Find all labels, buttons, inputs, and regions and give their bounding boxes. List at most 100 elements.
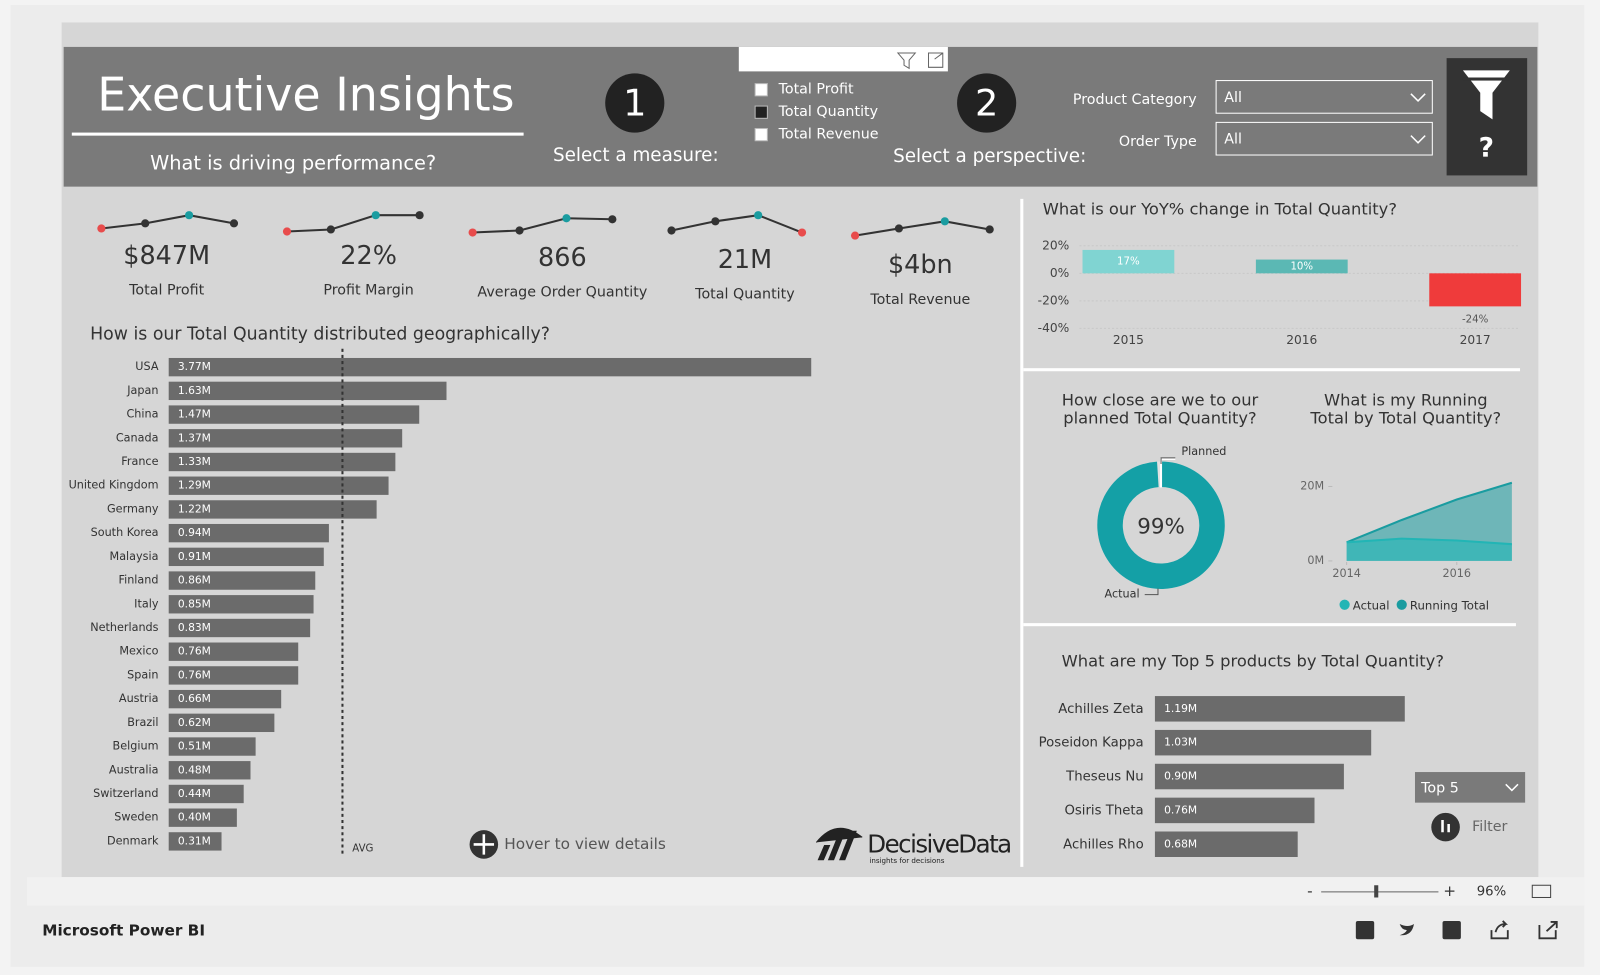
separator xyxy=(1023,368,1521,372)
line xyxy=(1346,537,1512,546)
bar-value-label: 0.62M xyxy=(178,716,211,729)
y-tick-label: 20% xyxy=(1042,238,1069,252)
average-label: AVG xyxy=(352,844,373,855)
kpi-value: 21M xyxy=(718,245,772,275)
running-title: Total by Total Quantity? xyxy=(1309,409,1501,428)
category-label: Australia xyxy=(109,763,159,776)
bar-value-label: 0.44M xyxy=(178,787,211,800)
x-tick-label: 2016 xyxy=(1443,567,1472,580)
bar xyxy=(168,737,256,756)
category-label: France xyxy=(121,455,158,468)
bar xyxy=(168,618,311,638)
sparkline-dot xyxy=(371,211,380,220)
category-label: Switzerland xyxy=(93,787,158,800)
chevron xyxy=(1410,135,1426,144)
measure-option[interactable]: Total Revenue xyxy=(778,127,879,143)
bar-value-label: 0.94M xyxy=(178,526,211,539)
bar xyxy=(1154,763,1344,790)
y-tick-label: -40% xyxy=(1038,321,1070,335)
x-tick-label: 2015 xyxy=(1113,333,1144,347)
bar xyxy=(168,476,389,495)
category-label: Theseus Nu xyxy=(1065,770,1144,785)
bar-value-label: 17% xyxy=(1117,257,1140,268)
sparkline-dot xyxy=(229,219,239,228)
zoom-out[interactable]: - xyxy=(1307,882,1313,900)
sparkline xyxy=(671,214,803,234)
bar xyxy=(168,642,299,661)
sparkline xyxy=(101,214,235,230)
bar xyxy=(1154,729,1372,756)
category-label: Sweden xyxy=(114,811,158,824)
bar-value-label: 0.86M xyxy=(178,574,211,587)
kpi-label: Total Profit xyxy=(128,283,204,299)
popout-icon[interactable] xyxy=(1538,921,1558,940)
gauge-arc xyxy=(1097,461,1225,589)
dropdown[interactable] xyxy=(1215,121,1433,156)
kpi-label: Total Quantity xyxy=(694,287,795,303)
measure-option[interactable]: Total Profit xyxy=(778,82,854,98)
funnel-icon xyxy=(1462,70,1510,120)
chevron xyxy=(1505,783,1519,792)
gauge-title: planned Total Quantity? xyxy=(1063,409,1256,428)
bar-value-label: 10% xyxy=(1290,261,1313,272)
bar xyxy=(1255,259,1348,274)
logo-tagline: insights for decisions xyxy=(869,856,944,865)
funnel-stripe xyxy=(1462,77,1510,81)
filter-hand-icon[interactable] xyxy=(1431,812,1460,842)
category-label: Canada xyxy=(116,431,159,444)
sparkline-dot xyxy=(894,224,904,233)
category-label: Netherlands xyxy=(90,621,158,634)
twitter-icon[interactable] xyxy=(1399,924,1414,936)
share-icon[interactable] xyxy=(1490,920,1509,940)
bar-value-label: 0.83M xyxy=(178,621,211,634)
x-tick-label: 2014 xyxy=(1332,567,1361,580)
sparkline-dot xyxy=(415,211,424,220)
bar xyxy=(168,381,447,401)
category-label: Austria xyxy=(119,692,159,705)
legend-swatch xyxy=(1339,599,1350,610)
target-label: Planned xyxy=(1181,445,1226,458)
bar xyxy=(168,713,275,733)
geo-title: How is our Total Quantity distributed ge… xyxy=(90,325,550,345)
y-tick-label: 0% xyxy=(1050,266,1069,280)
bar-value-label: -24% xyxy=(1462,315,1489,326)
target-leader xyxy=(1160,457,1176,465)
dropdown[interactable] xyxy=(1215,80,1433,114)
bar-value-label: 0.31M xyxy=(178,834,211,847)
bar xyxy=(1082,249,1175,274)
focus-icon[interactable] xyxy=(927,52,944,68)
measure-option[interactable]: Total Quantity xyxy=(778,104,879,120)
filter-icon[interactable] xyxy=(896,52,917,70)
category-label: Mexico xyxy=(119,645,158,658)
checkbox[interactable] xyxy=(754,105,768,119)
logo-name: DecisiveData xyxy=(867,829,1010,858)
category-label: Spain xyxy=(127,668,158,681)
bar xyxy=(168,571,316,590)
bar xyxy=(168,595,314,614)
running-title: What is my Running xyxy=(1324,390,1488,409)
sparkline xyxy=(854,220,990,237)
chevron xyxy=(1410,93,1426,103)
zoom-in[interactable]: + xyxy=(1443,882,1456,900)
category-label: Achilles Zeta xyxy=(1058,702,1143,717)
sparkline-dot xyxy=(985,225,994,234)
checkbox[interactable] xyxy=(754,83,768,97)
bar-value-label: 1.29M xyxy=(178,479,211,492)
linkedin-icon[interactable] xyxy=(1442,920,1461,940)
sparkline-dot xyxy=(97,224,106,233)
checkbox[interactable] xyxy=(754,127,768,142)
bar xyxy=(168,429,403,448)
fit-icon[interactable] xyxy=(1531,884,1552,898)
hover-icon-cross xyxy=(473,834,495,855)
category-label: Malaysia xyxy=(110,550,159,563)
facebook-icon[interactable] xyxy=(1355,920,1375,940)
category-label: Belgium xyxy=(113,740,159,753)
bar-value-label: 1.19M xyxy=(1164,702,1197,715)
top5-selector[interactable] xyxy=(1414,772,1526,803)
zoom-thumb[interactable] xyxy=(1374,885,1379,898)
line xyxy=(1346,481,1513,544)
legend-label: Actual xyxy=(1353,598,1390,612)
bar xyxy=(1154,696,1405,722)
dropdown-value: All xyxy=(1224,90,1242,106)
